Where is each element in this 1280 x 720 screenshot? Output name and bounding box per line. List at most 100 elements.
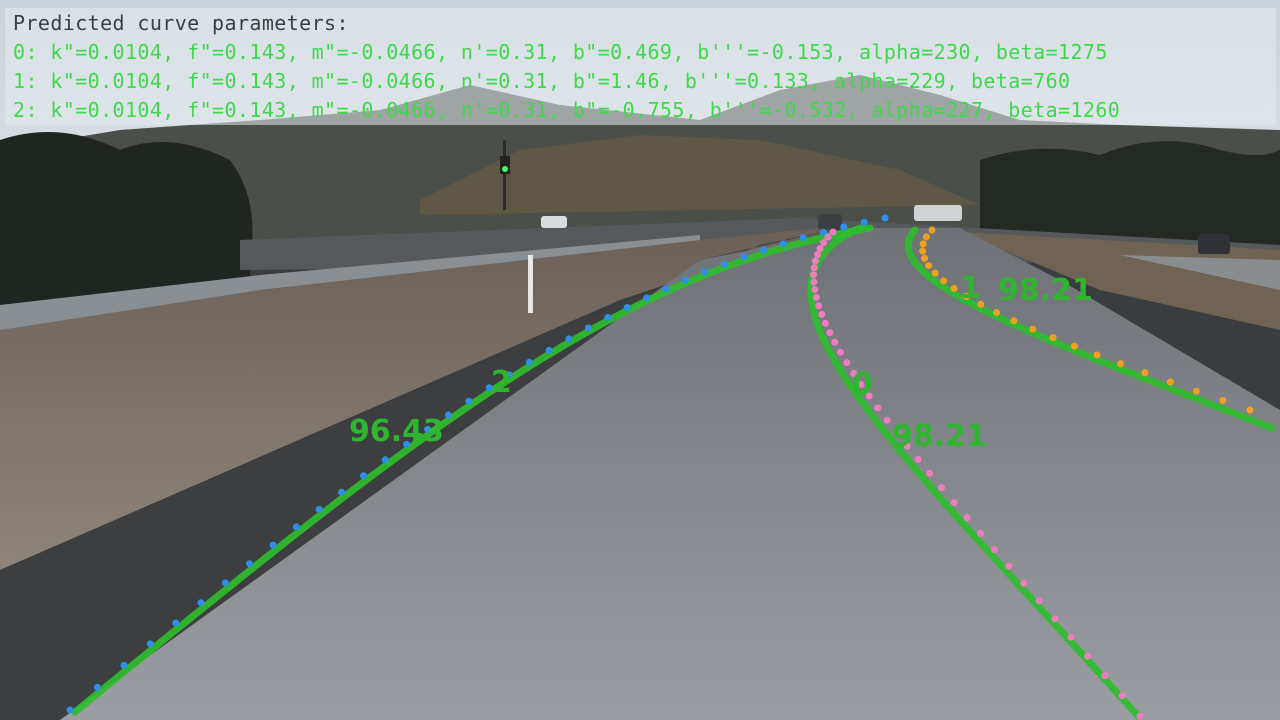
gt-lane-right-dot xyxy=(1166,378,1174,386)
lane-id-0: 0 xyxy=(852,367,873,402)
gt-lane-left-dot xyxy=(93,683,101,691)
gt-lane-left-dot xyxy=(740,253,748,261)
curve-params-1: 1: k"=0.0104, f"=0.143, m"=-0.0466, n'=0… xyxy=(13,69,1071,93)
gt-lane-left-dot xyxy=(246,560,253,568)
car-right-road xyxy=(1198,234,1230,254)
gt-lane-center-dot xyxy=(1067,633,1075,641)
panel-title: Predicted curve parameters: xyxy=(13,11,349,35)
gt-lane-left-dot xyxy=(381,456,389,464)
gt-lane-right-dot xyxy=(1117,360,1124,368)
gt-lane-center-dot xyxy=(1020,579,1028,587)
tree-line-left xyxy=(0,132,253,324)
dry-ground-right xyxy=(960,232,1280,330)
gt-lane-center-dot xyxy=(1118,692,1126,700)
gt-lane-left-dot xyxy=(403,440,410,448)
gt-lane-left-dot xyxy=(720,260,728,268)
gt-lane-center-dot xyxy=(826,329,834,337)
gt-lane-left-dot xyxy=(860,218,868,226)
parameter-panel: Predicted curve parameters: 0: k"=0.0104… xyxy=(5,8,1276,125)
gt-lane-right-dot xyxy=(921,254,928,262)
gt-lane-center-dot xyxy=(914,456,922,463)
hill-slope xyxy=(420,135,980,215)
gt-lane-center-dot xyxy=(812,294,820,301)
predicted-lane-1 xyxy=(904,226,1276,432)
gt-lane-left-dot xyxy=(146,640,154,648)
gt-lane-left-dot xyxy=(662,285,670,293)
gt-lane-left-dot xyxy=(681,276,689,284)
gt-lane-right-dot xyxy=(919,240,927,248)
gt-lane-right-dot xyxy=(1010,317,1018,325)
marker-post xyxy=(528,255,533,313)
gt-lane-center-dot xyxy=(815,302,823,310)
car-far-left xyxy=(541,216,567,228)
gt-lane-center-dot xyxy=(991,546,998,554)
lane-id-2: 2 xyxy=(491,365,512,400)
gt-lane-center-dot xyxy=(977,530,984,537)
traffic-light-green xyxy=(502,166,508,172)
curve-params-2: 2: k"=0.0104, f"=0.143, m"=-0.0466, n'=0… xyxy=(13,98,1121,122)
gt-lane-right-dot xyxy=(1141,369,1149,377)
gt-lane-right-dot xyxy=(1093,351,1101,359)
gt-lane-left-dot xyxy=(701,268,709,276)
gt-lane-left-dot xyxy=(779,240,787,248)
gt-lane-left-dot xyxy=(760,246,767,254)
gt-lane-right-dot xyxy=(928,226,936,234)
gt-lane-center-dot xyxy=(811,286,819,294)
gt-lane-center-dot xyxy=(810,264,818,272)
gt-lane-center-dot xyxy=(950,499,958,507)
gt-lane-center-dot xyxy=(811,257,819,265)
car-far-right xyxy=(914,205,962,221)
gt-lane-left-dot xyxy=(465,397,473,405)
gt-lane-right-dot xyxy=(1246,406,1254,414)
gt-lane-left-dot xyxy=(819,228,827,236)
gt-lane-right xyxy=(919,226,1254,414)
gt-lane-center-dot xyxy=(938,484,946,492)
gt-lane-left-dot xyxy=(485,384,493,392)
side-road-right xyxy=(1120,255,1280,290)
gt-lane-right-dot xyxy=(1070,342,1078,350)
tree-line-right xyxy=(980,141,1280,245)
gt-lane-center-dot xyxy=(821,319,829,327)
gt-lane-left-dot xyxy=(565,335,573,343)
gt-lane-center-dot xyxy=(1005,562,1013,570)
gt-lane-right-dot xyxy=(940,277,948,285)
gt-lane-left-dot xyxy=(221,579,229,587)
lane-id-1: 1 xyxy=(960,271,981,306)
gt-lane-right-dot xyxy=(931,269,939,277)
curve-params-0: 0: k"=0.0104, f"=0.143, m"=-0.0466, n'=0… xyxy=(13,40,1108,64)
gt-lane-left-dot xyxy=(360,472,367,480)
gt-lane-left-dot xyxy=(623,304,631,311)
gt-lane-left-dot xyxy=(269,541,277,549)
gt-lane-right-dot xyxy=(963,292,970,300)
predicted-lane-2 xyxy=(71,224,874,716)
gt-lane-left-dot xyxy=(840,223,848,231)
gt-lane-center-dot xyxy=(816,245,824,252)
gt-lane-center-dot xyxy=(963,514,971,522)
dry-ground-left xyxy=(0,226,840,570)
gt-lane-center-dot xyxy=(874,404,882,412)
gt-lane-center-dot xyxy=(824,233,832,241)
gt-lane-center-dot xyxy=(831,338,839,346)
gt-lane-center-dot xyxy=(865,392,873,400)
traffic-light xyxy=(500,156,510,174)
gt-lane-right-dot xyxy=(1029,325,1037,333)
gt-lane-right-dot xyxy=(977,300,985,308)
gt-lane-center-dot xyxy=(818,310,826,318)
lane-score-0: 98.21 xyxy=(892,419,987,454)
gt-lane-center-dot xyxy=(843,359,851,367)
gt-lane-right-dot xyxy=(919,247,927,255)
gt-lane-center-dot xyxy=(903,442,911,450)
gt-lane-left xyxy=(66,214,889,714)
car-far-center xyxy=(818,214,842,230)
gt-lane-center-dot xyxy=(1084,652,1092,660)
lane-overlay xyxy=(66,214,1276,720)
lane-score-2: 96.43 xyxy=(349,414,444,449)
gt-lane-right-dot xyxy=(925,262,933,270)
gt-lane-center-dot xyxy=(810,278,818,286)
gt-lane-right-dot xyxy=(1049,334,1057,342)
gt-lane-center-dot xyxy=(926,469,934,477)
gt-lane-right-dot xyxy=(993,309,1000,316)
gt-lane-left-dot xyxy=(315,505,323,513)
gt-lane-right-dot xyxy=(1219,397,1227,404)
